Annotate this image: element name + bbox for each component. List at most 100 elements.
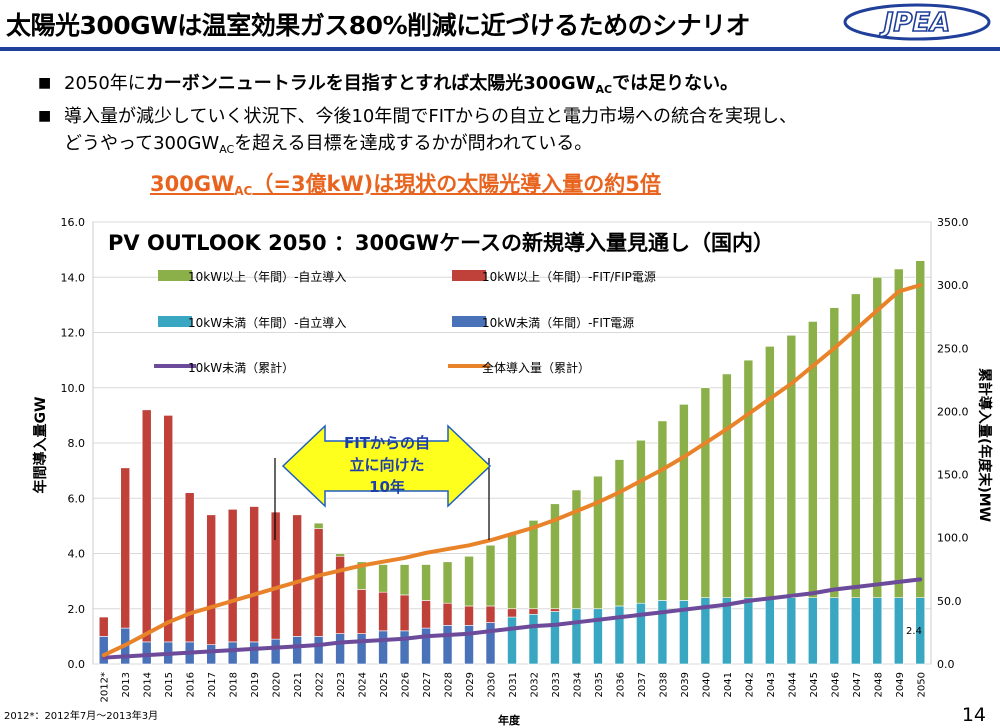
bullet-2-subscript: AC: [219, 143, 235, 156]
highlight-statement: 300GWAC（=3億kW)は現状の太陽光導入量の約5倍: [150, 168, 661, 198]
bar-segment: [270, 638, 281, 665]
bullet-1-text-pre: 2050年に: [64, 73, 146, 94]
bar-segment: [378, 630, 388, 665]
bar-segment: [399, 630, 410, 665]
chart-title: PV OUTLOOK 2050 ：300GWケースの新規導入量見通し（国内）: [108, 231, 774, 255]
bar-segment: [829, 597, 840, 665]
bar-segment: [120, 467, 131, 629]
x-tick-label: 2029: [465, 672, 476, 697]
bar-segment: [893, 597, 904, 665]
bar-segment: [743, 359, 754, 598]
y-axis-left: 0.0 2.0 4.0 6.0 8.0 10.0 12.0 14.0 16.0: [61, 216, 86, 671]
x-tick-label: 2035: [594, 672, 605, 697]
x-tick-label: 2030: [487, 672, 498, 697]
bar-segment: [485, 605, 496, 623]
bar-segment: [571, 608, 582, 665]
bar-segment: [141, 641, 152, 665]
bar-segment: [528, 613, 539, 665]
x-tick-label: 2015: [164, 672, 175, 697]
bar-segment: [657, 420, 668, 601]
bar-segment: [614, 605, 625, 665]
y2-tick-label: 300.0: [937, 279, 969, 292]
bar-segment: [313, 522, 324, 529]
bar-segment: [528, 520, 539, 610]
bar-segment: [335, 633, 345, 665]
series-line: [101, 283, 923, 658]
bar-segment: [571, 489, 582, 610]
bar-segment: [378, 591, 388, 632]
bar-segment: [614, 459, 625, 607]
bullet-1-text-bold: カーボンニュートラルを目指すとすれば太陽光300GW: [145, 73, 596, 94]
x-tick-label: 2047: [852, 672, 863, 697]
legend-label: 全体導入量（累計）: [482, 360, 590, 375]
bar-segment: [141, 409, 152, 643]
bar-segment: [550, 503, 560, 610]
bar-segment: [593, 475, 603, 610]
bar-segment: [98, 636, 109, 665]
bar-segment: [292, 514, 302, 637]
x-tick-label: 2034: [572, 672, 583, 697]
logo-text: JPEA: [879, 8, 951, 38]
bar-segment: [850, 597, 861, 665]
bar-segment: [356, 561, 367, 590]
bullet-2: ■ 導入量が減少していく状況下、今後10年間でFITからの自立と電力市場への統合…: [38, 103, 988, 163]
legend-label: 10kW以上（年間）-自立導入: [188, 269, 346, 284]
bar-segment: [808, 597, 818, 665]
bar-segment: [550, 608, 560, 612]
bar-segment: [636, 439, 646, 604]
y-axis-right: 0.0 50.0 100.0 150.0 200.0 250.0 300.0 350.0: [937, 216, 969, 671]
bar-segment: [743, 597, 754, 665]
legend-swatch: [452, 316, 486, 327]
x-tick-label: 2018: [229, 672, 240, 697]
bar-segment: [313, 636, 324, 665]
legend-label: 10kW未満（年間）-FIT電源: [482, 316, 634, 330]
data-label-2050: 2.4: [906, 626, 922, 637]
x-tick-label: 2044: [787, 672, 798, 697]
highlight-subscript: AC: [234, 184, 253, 198]
legend-label: 10kW未満（年間）-自立導入: [188, 315, 346, 330]
bar-segment: [421, 564, 431, 601]
bar-segment: [464, 625, 474, 665]
y-tick-label: 12.0: [61, 327, 86, 340]
x-tick-label: 2024: [358, 672, 369, 697]
bullet-square-icon: ■: [38, 75, 52, 91]
page-number: 14: [961, 704, 986, 726]
x-tick-label: 2019: [250, 672, 261, 697]
bar-series: [98, 260, 926, 665]
y2-tick-label: 250.0: [937, 342, 969, 355]
bar-segment: [722, 597, 732, 665]
bar-segment: [829, 307, 840, 599]
y-axis-title: 年間導入量GW: [32, 397, 49, 494]
x-tick-label: 2043: [766, 672, 777, 697]
bar-segment: [786, 597, 797, 665]
bar-segment: [378, 564, 388, 593]
y2-tick-label: 0.0: [937, 658, 955, 671]
bar-segment: [335, 553, 345, 557]
bar-segment: [915, 260, 926, 598]
bar-segment: [163, 415, 174, 643]
chart-legend: 10kW以上（年間）-自立導入 10kW以上（年間）-FIT/FIP電源 10kW未…: [154, 269, 656, 375]
x-tick-label: 2017: [207, 672, 218, 697]
bullet-2-line-1: 導入量が減少していく状況下、今後10年間でFITからの自立と電力市場への統合を実…: [64, 106, 798, 127]
bullet-1-subscript: AC: [595, 83, 613, 96]
x-tick-label: 2020: [272, 672, 283, 697]
bar-segment: [507, 608, 517, 618]
bar-segment: [313, 528, 324, 637]
y2-tick-label: 200.0: [937, 405, 969, 418]
legend-swatch: [158, 270, 192, 281]
bar-segment: [270, 511, 281, 640]
bar-segment: [850, 293, 861, 599]
bar-segment: [464, 605, 474, 626]
bar-segment: [593, 608, 603, 665]
legend-label: 10kW未満（累計）: [188, 360, 294, 375]
bar-segment: [485, 622, 496, 665]
x-tick-label: 2026: [401, 672, 412, 697]
x-tick-label: 2031: [508, 672, 519, 697]
y-tick-label: 6.0: [68, 492, 86, 505]
bar-segment: [485, 544, 496, 607]
x-tick-label: 2045: [809, 672, 820, 697]
bar-segment: [442, 602, 453, 626]
x-tick-label: 2048: [873, 672, 884, 697]
callout-line-1: FITからの自: [344, 434, 430, 452]
x-tick-label: 2016: [186, 672, 197, 697]
